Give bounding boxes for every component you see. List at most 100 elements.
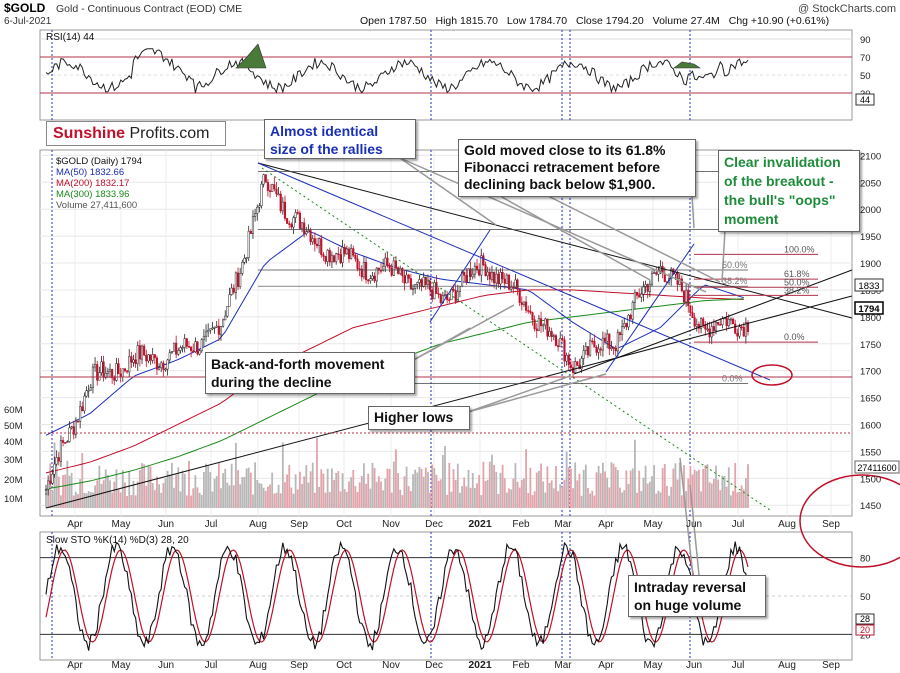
price-candle (437, 293, 440, 295)
price-candle (254, 213, 257, 217)
month-label-price: Jun (686, 519, 702, 530)
volume-bar (328, 491, 331, 508)
volume-bar (695, 471, 698, 508)
rsi-label: RSI(14) 44 (46, 32, 95, 43)
volume-bar (567, 467, 570, 508)
volume-bar (582, 469, 585, 508)
volume-bar (313, 492, 316, 508)
volume-bar (190, 495, 192, 508)
volume-bar (307, 482, 310, 508)
volume-bar (548, 483, 551, 508)
volume-bar (646, 483, 649, 508)
price-candle (277, 193, 280, 196)
price-candle (132, 359, 135, 363)
price-candle (433, 282, 436, 300)
price-candle (527, 310, 530, 312)
volume-bar (520, 479, 523, 508)
price-candle (202, 335, 205, 340)
volume-bar (424, 467, 427, 508)
volume-bar (533, 491, 536, 508)
price-candle (47, 480, 50, 490)
rsi-tick-label: 50 (860, 71, 871, 82)
volume-bar (337, 471, 340, 508)
price-candle (693, 317, 696, 327)
price-candle (732, 318, 735, 325)
volume-bar (239, 484, 242, 508)
volume-bar (288, 465, 291, 508)
volume-bar (657, 490, 660, 508)
price-candle (557, 345, 560, 348)
svg-text:1794: 1794 (858, 304, 880, 315)
price-candle (360, 268, 363, 278)
price-candle (271, 184, 274, 192)
volume-bar (156, 476, 158, 508)
volume-tick-label: 10M (4, 494, 23, 505)
price-tick-label: 1450 (860, 501, 881, 512)
volume-bar (173, 487, 175, 508)
price-candle (181, 347, 184, 349)
price-candle (691, 312, 694, 318)
volume-bar (715, 465, 717, 508)
price-candle (155, 357, 159, 370)
price-candle (407, 274, 410, 279)
green-dotted-trendline (261, 167, 771, 511)
price-candle (390, 267, 393, 276)
volume-bar (693, 469, 696, 508)
volume-bar (704, 465, 707, 508)
price-candle (546, 318, 549, 337)
price-candle (493, 271, 496, 284)
price-candle (518, 289, 521, 303)
month-label-price: Sep (822, 519, 840, 530)
price-candle (725, 317, 728, 327)
price-candle (330, 255, 333, 263)
price-candle (119, 373, 122, 378)
volume-bar (552, 488, 555, 508)
price-candle (697, 324, 700, 329)
price-candle (369, 278, 372, 282)
month-label-price: Nov (382, 519, 400, 530)
volume-bar (616, 469, 619, 508)
month-label-stoch: Jul (732, 660, 745, 671)
volume-bar (736, 492, 739, 508)
volume-bar (512, 478, 515, 508)
price-candle (226, 306, 229, 317)
price-candle (501, 272, 504, 280)
price-candle (621, 326, 624, 336)
volume-bar (72, 495, 75, 508)
price-candle (574, 361, 577, 373)
volume-bar (209, 472, 212, 508)
price-tick-label: 1650 (860, 394, 881, 405)
price-candle (354, 255, 357, 260)
price-candle (689, 305, 692, 313)
price-candle (341, 247, 344, 263)
volume-bar (627, 484, 630, 508)
volume-bar (437, 480, 440, 508)
volume-bar (354, 486, 357, 508)
price-candle (465, 275, 468, 283)
pointer-rallies-1 (399, 157, 497, 226)
volume-bar (514, 463, 517, 508)
callout-fibonacci: Gold moved close to its 61.8% Fibonacci r… (458, 139, 696, 197)
volume-bar (217, 463, 220, 508)
volume-bar (407, 486, 410, 508)
volume-bar (655, 493, 658, 508)
volume-bar (45, 492, 47, 508)
volume-bar (612, 463, 615, 508)
price-candle (283, 201, 287, 219)
volume-bar (497, 493, 500, 508)
volume-bar (348, 481, 350, 508)
chart-symbol: $GOLD (4, 1, 46, 15)
price-candle (717, 321, 720, 325)
volume-bar (469, 487, 472, 508)
price-candle (204, 331, 208, 337)
volume-bar (296, 489, 299, 508)
volume-tick-label: 50M (4, 421, 23, 432)
volume-bar (87, 490, 90, 508)
price-candle (275, 188, 278, 195)
price-candle (335, 253, 338, 262)
price-candle (123, 368, 126, 372)
volume-bar (322, 473, 325, 508)
price-candle (256, 206, 259, 214)
callout-higher-lows: Higher lows (368, 406, 470, 430)
volume-bar (555, 466, 557, 508)
